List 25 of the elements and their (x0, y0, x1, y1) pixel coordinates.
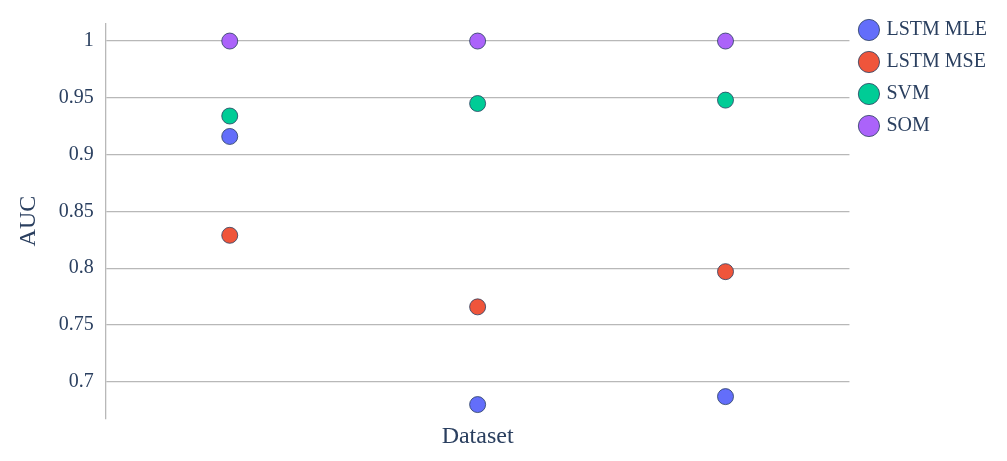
y-axis-title: AUC (13, 195, 40, 247)
point (717, 32, 734, 50)
point (717, 388, 734, 406)
y-tick-label: 0.85 (58, 198, 94, 221)
legend-label: LSTM MLE (886, 17, 988, 40)
point (469, 396, 487, 413)
point (717, 263, 734, 281)
legend-label: LSTM MSE (886, 49, 986, 72)
point (469, 95, 487, 112)
y-tick-label: 0.9 (68, 141, 94, 164)
point (221, 128, 239, 145)
y-tick-label: 0.8 (68, 255, 94, 278)
point (221, 32, 239, 50)
point (221, 226, 239, 244)
point (717, 91, 734, 109)
legend-label: SVM (886, 81, 931, 104)
y-tick-label: 1 (83, 28, 94, 51)
x-axis-title: Dataset (441, 421, 514, 448)
point (469, 32, 487, 50)
legend-label: SOM (886, 113, 931, 136)
y-tick-label: 0.95 (58, 85, 94, 108)
point (221, 107, 239, 125)
point (469, 298, 487, 316)
y-tick-label: 0.75 (58, 312, 94, 335)
y-tick-label: 0.7 (68, 369, 94, 392)
